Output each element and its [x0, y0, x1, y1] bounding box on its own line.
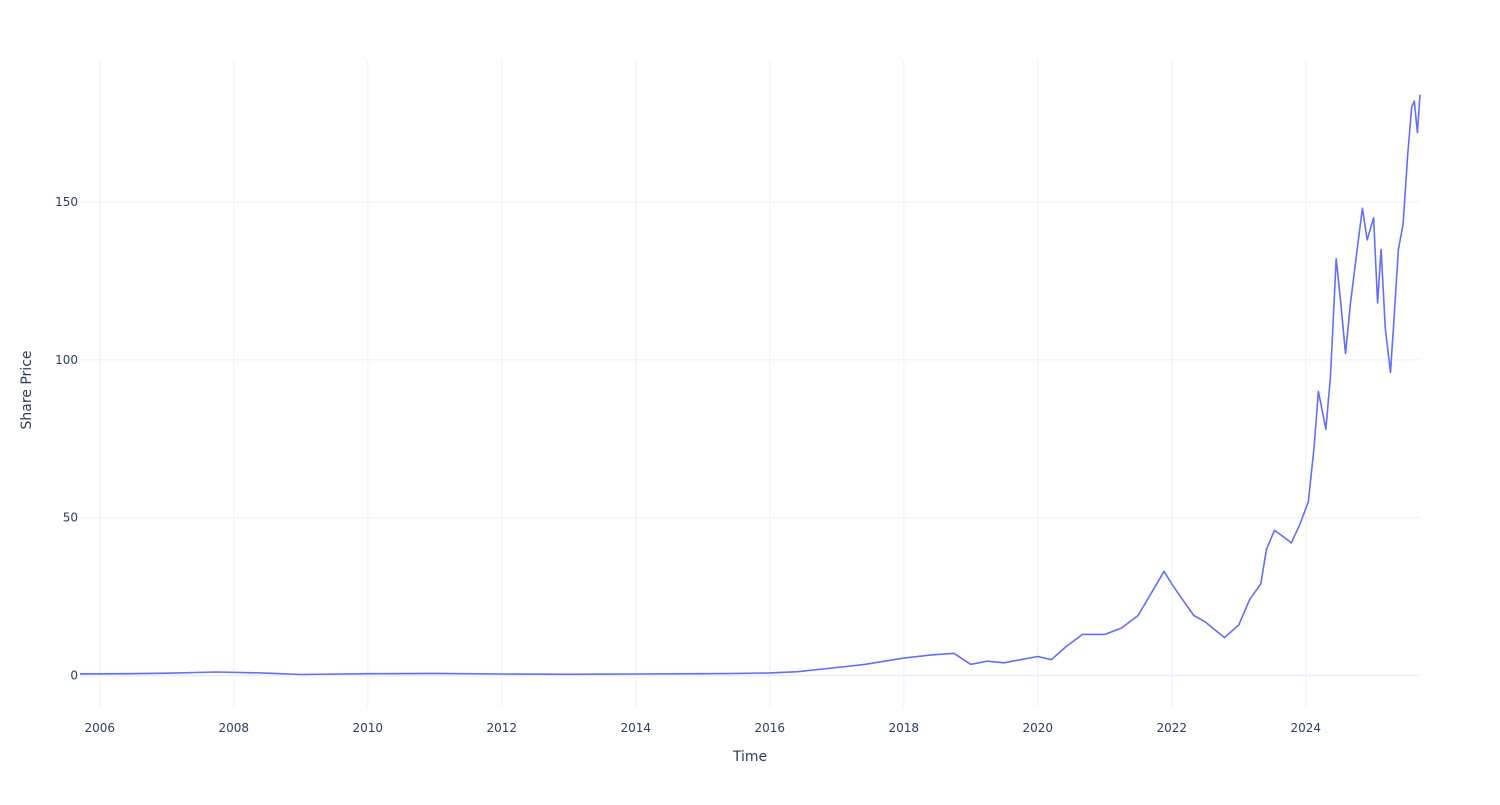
grid-layer	[80, 60, 1420, 707]
x-tick-label: 2018	[889, 721, 920, 735]
x-tick-label: 2020	[1022, 721, 1053, 735]
y-tick-label: 100	[55, 353, 78, 367]
x-tick-label: 2024	[1290, 721, 1321, 735]
x-tick-label: 2022	[1157, 721, 1188, 735]
x-tick-label: 2006	[85, 721, 116, 735]
x-tick-label: 2016	[754, 721, 785, 735]
series-line	[79, 94, 1421, 676]
x-tick-label: 2010	[353, 721, 384, 735]
y-axis-title: Share Price	[19, 350, 35, 429]
y-tick-labels: 0 50 100 150	[55, 195, 78, 682]
x-axis-title: Time	[732, 749, 767, 765]
x-tick-label: 2012	[486, 721, 517, 735]
x-tick-label: 2008	[218, 721, 249, 735]
y-tick-label: 0	[70, 668, 78, 682]
y-tick-label: 50	[63, 511, 78, 525]
series-layer	[79, 94, 1421, 676]
x-tick-labels: 2006 2008 2010 2012 2014 2016 2018 2020 2022 2024	[85, 721, 1321, 735]
y-tick-label: 150	[55, 195, 78, 209]
x-tick-label: 2014	[621, 721, 652, 735]
